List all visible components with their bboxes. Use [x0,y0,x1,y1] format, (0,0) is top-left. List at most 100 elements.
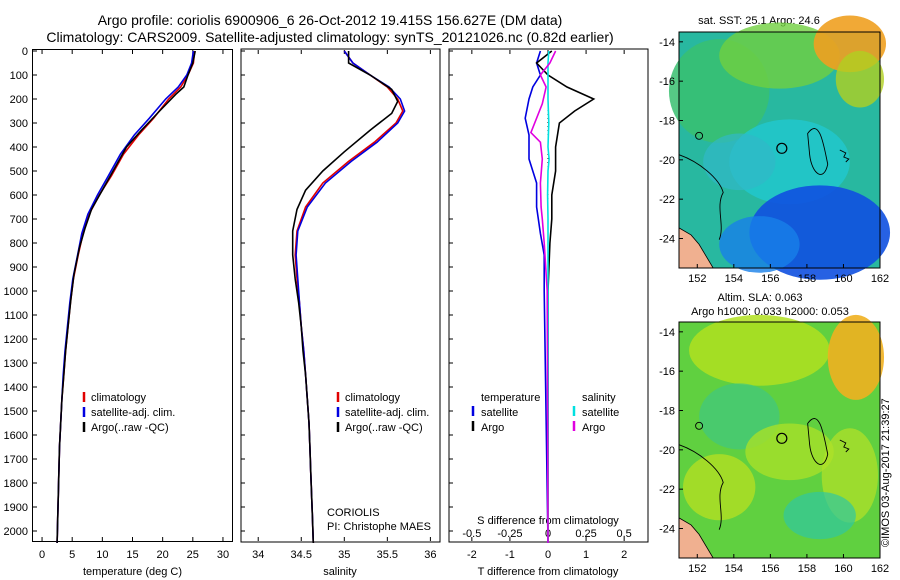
sla-map-reef [807,418,829,465]
series-line-temperature-argo [535,50,596,543]
sst-map-argo-marker [776,142,788,154]
temperature-legend-label: Argo(..raw -QC) [91,422,169,434]
annotation-coriolis: CORIOLIS [327,507,380,519]
series-line-satellite-adj-clim- [295,50,406,544]
y-tick-label: 1500 [4,406,28,418]
sla-map-field-patch [783,491,856,540]
x-tick-label: 15 [126,549,138,561]
x-tick-label: 0 [545,549,551,561]
y-tick-label: 1100 [4,310,28,322]
y-tick-label: 200 [10,94,28,106]
legend-label-argo-s: Argo [582,422,605,434]
y-tick-label: 700 [10,214,28,226]
y-tick-label: 1300 [4,358,28,370]
x-tick-label: 36 [424,549,436,561]
legend-title-salinity: salinity [582,392,616,404]
y-tick-label: 1200 [4,334,28,346]
x-tick-label: 10 [96,549,108,561]
series-line-satellite-adj-clim- [56,50,195,544]
sst-map-y-tick-label: -22 [659,194,675,206]
sla-map-x-tick-label: 160 [834,563,852,575]
sla-map-title: Altim. SLA: 0.063 [718,292,803,304]
series-line-salinity-satellite [546,50,550,543]
sst-map-field-patch [719,22,840,89]
sla-map-y-tick-label: -18 [659,406,675,418]
sla-map-islet [695,421,704,430]
salinity-legend-label: satellite-adj. clim. [345,407,429,419]
y-tick-label: 600 [10,190,28,202]
temperature-legend-label: climatology [91,392,147,404]
sst-map-reef-small [839,149,850,163]
x-tick-label: -1 [505,549,515,561]
x-tick-label: -2 [467,549,477,561]
sla-map-y-tick-label: -22 [659,484,675,496]
sla-map-field-patch [827,314,885,400]
legend-label-satellite-s: satellite [582,407,619,419]
sla-map-x-tick-label: 162 [871,563,889,575]
sla-map-field-patch [745,423,834,481]
x-tick-label: 25 [187,549,199,561]
salinity-legend-label: Argo(..raw -QC) [345,422,423,434]
sst-map-y-tick-label: -20 [659,155,675,167]
x-axis-label: T difference from climatology [478,566,619,578]
series-line-salinity-argo [529,50,557,544]
salinity-legend-label: climatology [345,392,401,404]
y-tick-label: 1900 [4,502,28,514]
series-line-argo-raw-qc- [56,50,196,544]
sst-map-field-patch [719,216,800,273]
y-tick-label: 2000 [4,526,28,538]
y-tick-label: 400 [10,142,28,154]
y-tick-label: 1600 [4,430,28,442]
sst-map [668,15,891,280]
sidestamp: ©IMOS 03-Aug-2017 21:39:27 [880,398,892,547]
sst-map-y-tick-label: -16 [659,76,675,88]
x-tick-label: 35.5 [377,549,398,561]
sla-map-x-tick-label: 158 [798,563,816,575]
sst-map-reef [807,128,829,175]
sst-map-x-tick-label: 162 [871,273,889,285]
legend-label-satellite-t: satellite [481,407,518,419]
temperature-panel [32,49,233,542]
sst-map-x-tick-label: 152 [688,273,706,285]
legend-title-temperature: temperature [481,392,540,404]
sla-map-field-patch [689,314,830,386]
sla-map-frame [678,321,881,559]
sst-map-x-tick-label: 156 [761,273,779,285]
title-line-1: Argo profile: coriolis 6900906_6 26-Oct-… [97,12,563,28]
x-tick-label: 34.5 [291,549,312,561]
x-axis-label: temperature (deg C) [83,566,182,578]
y-tick-label: 0 [22,46,28,58]
x-tick-label: 35 [338,549,350,561]
sst-map-contour [678,154,724,240]
y-tick-label: 1000 [4,286,28,298]
x-tick-label: 1 [583,549,589,561]
y-tick-label: 300 [10,118,28,130]
sla-map-y-tick-label: -20 [659,445,675,457]
sst-map-y-tick-label: -14 [659,37,675,49]
x-axis-label: salinity [323,566,357,578]
y-tick-label: 900 [10,262,28,274]
legend-label-argo-t: Argo [481,422,504,434]
y-tick-label: 800 [10,238,28,250]
sla-map-x-tick-label: 154 [725,563,743,575]
series-line-climatology [56,50,196,544]
sst-map-frame [678,31,881,269]
y-tick-label: 100 [10,70,28,82]
y-tick-label: 1700 [4,454,28,466]
y-tick-label: 1800 [4,478,28,490]
sst-map-x-tick-label: 160 [834,273,852,285]
x-tick-label: 0 [39,549,45,561]
sla-map-subtitle: Argo h1000: 0.033 h2000: 0.053 [691,306,849,318]
title-line-2: Climatology: CARS2009. Satellite-adjuste… [46,29,614,45]
x-tick-label: 30 [217,549,229,561]
x-tick-label: 5 [69,549,75,561]
salinity-panel-frame [240,48,441,543]
series-line-temperature-satellite [524,50,549,544]
x2-tick-label: 0.25 [575,528,596,540]
sla-map [678,314,885,559]
sla-map-y-tick-label: -16 [659,366,675,378]
sla-map-y-tick-label: -14 [659,327,675,339]
x2-tick-label: -0.25 [497,528,522,540]
series-line-argo-raw-qc- [291,51,399,544]
